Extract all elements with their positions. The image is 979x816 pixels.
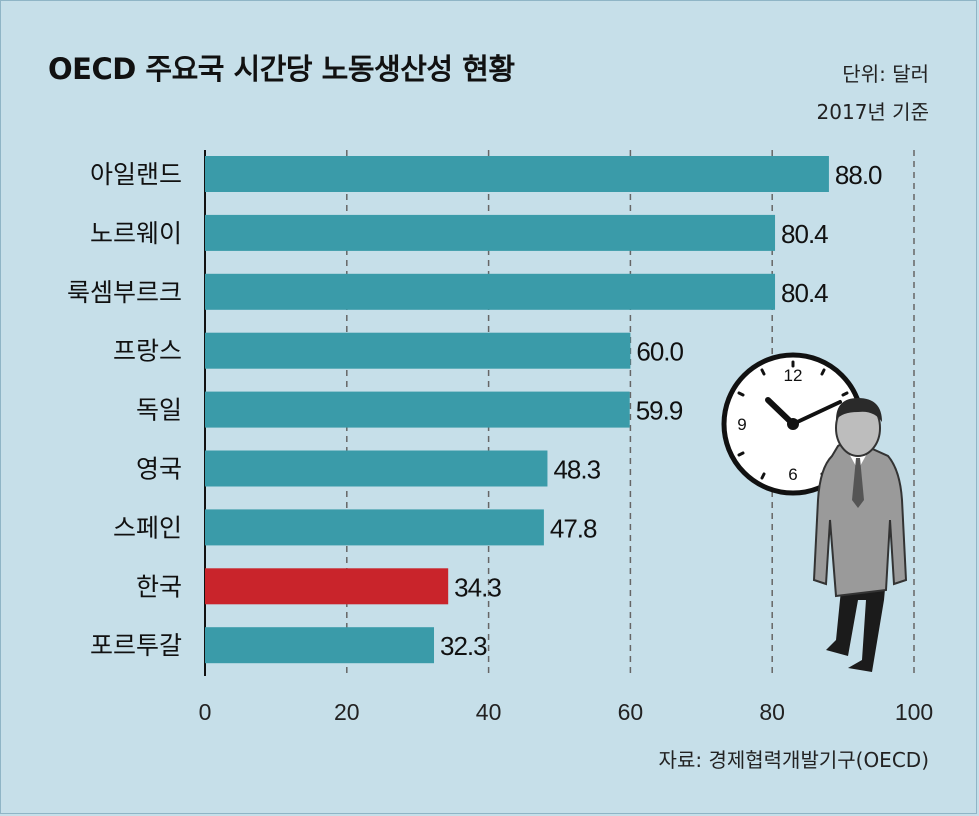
value-label: 34.3	[454, 572, 501, 602]
value-label: 60.0	[636, 337, 683, 367]
x-tick-label: 40	[476, 699, 502, 725]
value-label: 80.4	[781, 219, 828, 249]
year-note: 2017년 기준	[816, 100, 929, 124]
value-label: 32.3	[440, 631, 487, 661]
svg-text:12: 12	[784, 366, 803, 385]
unit-note-block: 단위: 달러 2017년 기준	[817, 55, 929, 131]
bar	[205, 627, 435, 664]
category-label: 노르웨이	[90, 219, 182, 248]
category-label: 독일	[136, 396, 182, 425]
x-tick-label: 100	[895, 699, 933, 725]
x-tick-label: 80	[759, 699, 785, 725]
bar	[205, 273, 776, 310]
bar	[205, 450, 548, 487]
value-label: 80.4	[781, 278, 828, 308]
bar	[205, 391, 630, 428]
category-label: 포르투갈	[90, 631, 182, 660]
bar	[205, 214, 776, 251]
svg-text:6: 6	[788, 465, 797, 484]
unit-note: 단위: 달러	[842, 62, 929, 86]
labels: 0 20 40 60 80 100 아일랜드 88.0 노르웨이 80.4 룩셈부르크 80.4 프랑스…	[67, 160, 933, 725]
category-label: 한국	[136, 572, 182, 601]
x-tick-label: 20	[334, 699, 360, 725]
bar	[205, 568, 449, 605]
x-tick-label: 60	[618, 699, 644, 725]
x-tick-label: 0	[199, 699, 212, 725]
svg-text:9: 9	[737, 415, 746, 434]
category-label: 스페인	[113, 513, 182, 542]
value-label: 48.3	[553, 455, 600, 485]
bar	[205, 332, 631, 369]
value-label: 59.9	[636, 396, 683, 426]
businessman-icon	[812, 398, 908, 672]
clock-icon: 12 9 6	[721, 352, 865, 496]
category-label: 프랑스	[113, 337, 182, 366]
category-label: 영국	[136, 455, 182, 484]
chart-title: OECD 주요국 시간당 노동생산성 현황	[48, 52, 515, 86]
bar	[205, 509, 544, 546]
category-label: 룩셈부르크	[67, 278, 182, 307]
source-note: 자료: 경제협력개발기구(OECD)	[658, 748, 929, 772]
bars	[205, 156, 829, 664]
bar	[205, 156, 829, 192]
value-label: 47.8	[550, 513, 597, 543]
category-label: 아일랜드	[90, 160, 182, 189]
value-label: 88.0	[835, 160, 882, 190]
